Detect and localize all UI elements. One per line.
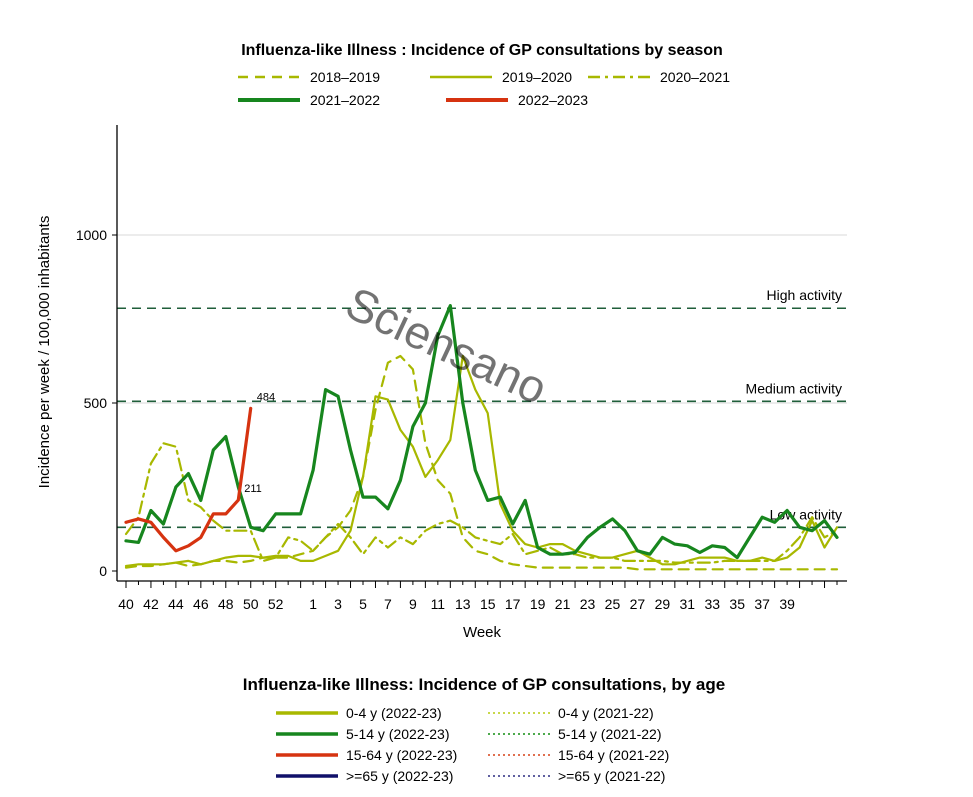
- x-tick-label: 29: [655, 596, 671, 612]
- x-tick-label: 44: [168, 596, 184, 612]
- x-tick-label: 33: [704, 596, 720, 612]
- series-line: [124, 354, 839, 571]
- series-line: [124, 406, 253, 553]
- y-tick-label: 500: [84, 395, 108, 411]
- x-tick-label: 50: [243, 596, 259, 612]
- x-tick-label: 52: [268, 596, 284, 612]
- age-legend-label: >=65 y (2022-23): [346, 768, 453, 784]
- y-axis-title: Incidence per week / 100,000 inhabitants: [36, 216, 53, 489]
- x-tick-label: 15: [480, 596, 496, 612]
- x-tick-label: 21: [555, 596, 571, 612]
- legend-label: 2018–2019: [310, 69, 380, 85]
- x-tick-label: 31: [680, 596, 696, 612]
- age-legend-label: 15-64 y (2022-23): [346, 747, 457, 763]
- y-tick-label: 1000: [76, 227, 107, 243]
- x-tick-label: 19: [530, 596, 546, 612]
- x-tick-label: 39: [779, 596, 795, 612]
- x-tick-label: 11: [431, 596, 446, 612]
- x-tick-label: 37: [754, 596, 770, 612]
- age-legend-label: 15-64 y (2021-22): [558, 747, 669, 763]
- age-legend-label: 0-4 y (2021-22): [558, 705, 654, 721]
- value-annotation: 484: [257, 391, 275, 403]
- x-tick-label: 17: [505, 596, 521, 612]
- series-line: [124, 304, 839, 560]
- x-tick-label: 7: [384, 596, 392, 612]
- value-annotation: 211: [244, 483, 262, 495]
- threshold-label: Medium activity: [746, 380, 842, 396]
- age-legend-label: 5-14 y (2021-22): [558, 726, 662, 742]
- age-legend-label: 5-14 y (2022-23): [346, 726, 450, 742]
- chart-title: Influenza-like Illness : Incidence of GP…: [241, 42, 723, 59]
- legend-label: 2021–2022: [310, 92, 380, 108]
- x-tick-label: 25: [605, 596, 621, 612]
- age-legend-title: Influenza-like Illness: Incidence of GP …: [243, 675, 725, 694]
- x-axis-title: Week: [463, 624, 502, 641]
- y-tick-label: 0: [99, 563, 107, 579]
- series-line: [124, 442, 839, 564]
- x-tick-label: 5: [359, 596, 367, 612]
- threshold-label: High activity: [767, 287, 842, 303]
- x-tick-label: 9: [409, 596, 417, 612]
- series-line: [124, 354, 839, 568]
- age-legend-label: 0-4 y (2022-23): [346, 705, 442, 721]
- watermark-text: Sciensano: [338, 277, 555, 415]
- legend-label: 2019–2020: [502, 69, 572, 85]
- x-tick-label: 35: [729, 596, 745, 612]
- threshold-label: Low activity: [770, 506, 842, 522]
- x-tick-label: 48: [218, 596, 234, 612]
- x-tick-label: 40: [118, 596, 134, 612]
- legend-label: 2020–2021: [660, 69, 730, 85]
- legend-label: 2022–2023: [518, 92, 588, 108]
- x-tick-label: 23: [580, 596, 596, 612]
- x-tick-label: 46: [193, 596, 209, 612]
- age-legend-label: >=65 y (2021-22): [558, 768, 665, 784]
- x-tick-label: 27: [630, 596, 646, 612]
- x-tick-label: 13: [455, 596, 471, 612]
- x-tick-label: 42: [143, 596, 159, 612]
- x-tick-label: 1: [309, 596, 317, 612]
- x-tick-label: 3: [334, 596, 342, 612]
